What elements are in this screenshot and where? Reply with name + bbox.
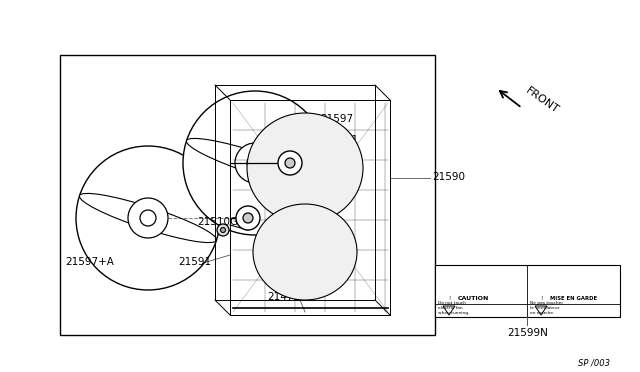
Bar	[60, 55, 435, 335]
Ellipse shape	[186, 138, 324, 187]
Circle shape	[128, 198, 168, 238]
Ellipse shape	[253, 204, 357, 300]
Text: FRONT: FRONT	[524, 85, 561, 115]
Circle shape	[247, 155, 263, 171]
Text: !: !	[448, 296, 450, 301]
Circle shape	[140, 210, 156, 226]
Text: 21599N: 21599N	[507, 328, 548, 338]
Text: 21597: 21597	[320, 114, 353, 124]
Polygon shape	[535, 306, 547, 315]
Text: MISE EN GARDE: MISE EN GARDE	[550, 296, 597, 301]
Text: Do not touch
electric fan
when running.: Do not touch electric fan when running.	[438, 301, 470, 315]
Text: 21591: 21591	[178, 257, 211, 267]
Text: SP /003: SP /003	[578, 359, 610, 368]
Circle shape	[183, 91, 327, 235]
Text: 21597+A: 21597+A	[65, 257, 114, 267]
Circle shape	[285, 158, 295, 168]
Bar	[435, 265, 620, 317]
Text: CAUTION: CAUTION	[458, 296, 490, 301]
Polygon shape	[443, 306, 455, 315]
Ellipse shape	[247, 113, 363, 223]
Circle shape	[278, 151, 302, 175]
Text: Ne pas toucher
le ventilateur
en marche.: Ne pas toucher le ventilateur en marche.	[530, 301, 563, 315]
Polygon shape	[215, 85, 375, 300]
Text: 21590: 21590	[432, 172, 465, 182]
Circle shape	[235, 143, 275, 183]
Text: !: !	[540, 296, 542, 301]
Text: 21475: 21475	[267, 292, 300, 302]
Circle shape	[76, 146, 220, 290]
Circle shape	[236, 206, 260, 230]
Circle shape	[217, 224, 229, 236]
Polygon shape	[230, 100, 390, 315]
Ellipse shape	[79, 193, 216, 243]
Text: 21510G: 21510G	[197, 217, 238, 227]
Circle shape	[221, 228, 225, 232]
Text: 21591: 21591	[325, 135, 358, 145]
Circle shape	[243, 213, 253, 223]
